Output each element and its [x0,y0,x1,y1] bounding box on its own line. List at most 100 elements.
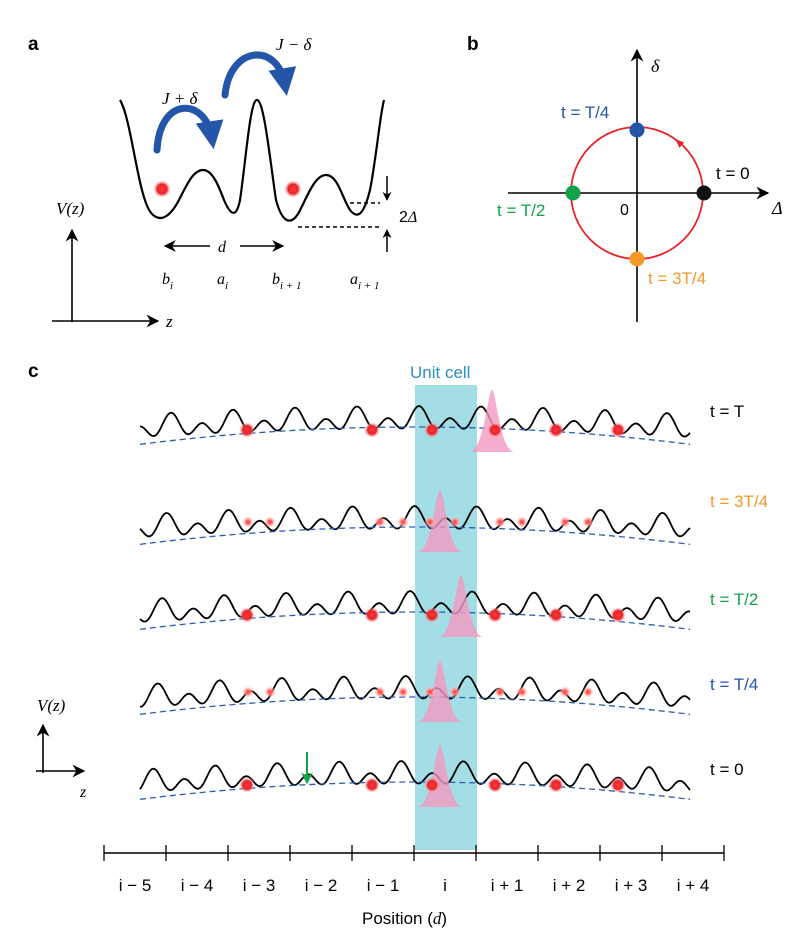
position-tick-label: i − 3 [243,876,276,895]
atom-b-i [153,180,171,198]
atom [559,516,571,528]
label-t-quarter: t = T/4 [561,103,609,122]
position-axis-title: Position (d) [362,909,447,928]
atom [239,777,255,793]
row-time-label: t = T/4 [710,675,758,694]
atom [264,516,276,528]
lattice-potential-curve [139,590,691,623]
panel-b-label: b [467,34,479,55]
trap-envelope [139,696,691,716]
atom [424,516,436,528]
atom [424,607,440,623]
atom [487,777,503,793]
atom [374,516,386,528]
atom [264,686,276,698]
atom [397,686,409,698]
offset-label: 2Δ [399,209,417,226]
atom [582,686,594,698]
atom [239,607,255,623]
spacing-label: d [218,239,227,256]
atom [239,422,255,438]
wavepacket [470,390,514,452]
trap-envelope [139,426,691,446]
atom [516,686,528,698]
position-tick-label: i + 3 [615,876,648,895]
panel-c-label: c [28,361,39,382]
label-t-half: t = T/2 [497,201,545,220]
panel-a-potential-curve [119,98,386,222]
atom [424,777,440,793]
point-t-three-quarter [629,251,645,267]
panel-a-x-label: z [165,312,173,331]
panel-b: b δ Δ 0 t = T/4 t = 0 t = T/2 t = 3T/4 [467,34,783,322]
trap-envelope [139,611,691,631]
position-tick-label: i − 2 [305,876,338,895]
atom [449,686,461,698]
atom [516,516,528,528]
trap-envelope [139,526,691,546]
lattice-potential-curve [139,675,691,708]
atom [582,516,594,528]
position-tick-label: i − 1 [367,876,400,895]
site-label-a-i1: ai + 1 [350,271,379,292]
lattice-row: t = 0 [139,745,744,807]
atom [242,516,254,528]
atom [424,422,440,438]
row-time-label: t = T [710,402,744,421]
atom [548,422,564,438]
panel-c-y-label: V(z) [37,696,66,715]
position-tick-label: i + 4 [677,876,710,895]
position-tick-label: i + 1 [491,876,524,895]
atom-b-i1 [284,180,302,198]
atom [487,422,503,438]
row-time-label: t = 3T/4 [710,492,768,511]
position-tick-label: i − 4 [181,876,214,895]
atom [610,777,626,793]
atom [449,516,461,528]
site-label-b-i: bi [162,271,173,292]
panel-b-y-label: δ [651,56,660,76]
atom [397,516,409,528]
lattice-row: t = T [139,390,744,452]
panel-a-label: a [28,34,39,55]
atom [494,516,506,528]
lattice-row: t = T/4 [139,660,758,722]
panel-a: a J + δ J − δ 2Δ 2Δ d bi ai bi + 1 ai + … [28,34,417,331]
atom [494,686,506,698]
label-t-zero: t = 0 [716,164,750,183]
lattice-row: t = T/2 [139,575,758,637]
wavepacket [418,660,462,722]
label-t-three-quarter: t = 3T/4 [648,269,706,288]
position-ticks: i − 5 i − 4 i − 3 i − 2 i − 1 i i + 1 i + 2 i + … [103,845,725,895]
hop-label-strong: J + δ [162,89,199,108]
atom [424,686,436,698]
unit-cell-label: Unit cell [410,363,470,382]
atom [242,686,254,698]
wavepacket [439,575,483,637]
atom [548,607,564,623]
hop-arrow-weak [221,51,297,99]
site-label-b-i1: bi + 1 [272,271,301,292]
hop-arrow-strong [153,104,224,154]
point-t-half [565,185,581,201]
point-t-zero [696,185,712,201]
atom [559,686,571,698]
atom [364,422,380,438]
row-time-label: t = 0 [710,760,744,779]
position-tick-label: i + 2 [553,876,586,895]
hop-label-weak: J − δ [276,35,313,54]
lattice-row: t = 3T/4 [139,490,768,552]
position-tick-label: i − 5 [119,876,152,895]
atom [610,607,626,623]
panel-a-y-label: V(z) [56,199,85,218]
atom [548,777,564,793]
atom [374,686,386,698]
row-time-label: t = T/2 [710,590,758,609]
lattice-rows: t = T t = 3T/4 t = T/2 t = T/4 t = 0 [139,390,768,807]
lattice-potential-curve [139,405,691,438]
atom [610,422,626,438]
wavepacket [418,490,462,552]
atom [364,607,380,623]
panel-c-x-label: z [79,784,87,801]
